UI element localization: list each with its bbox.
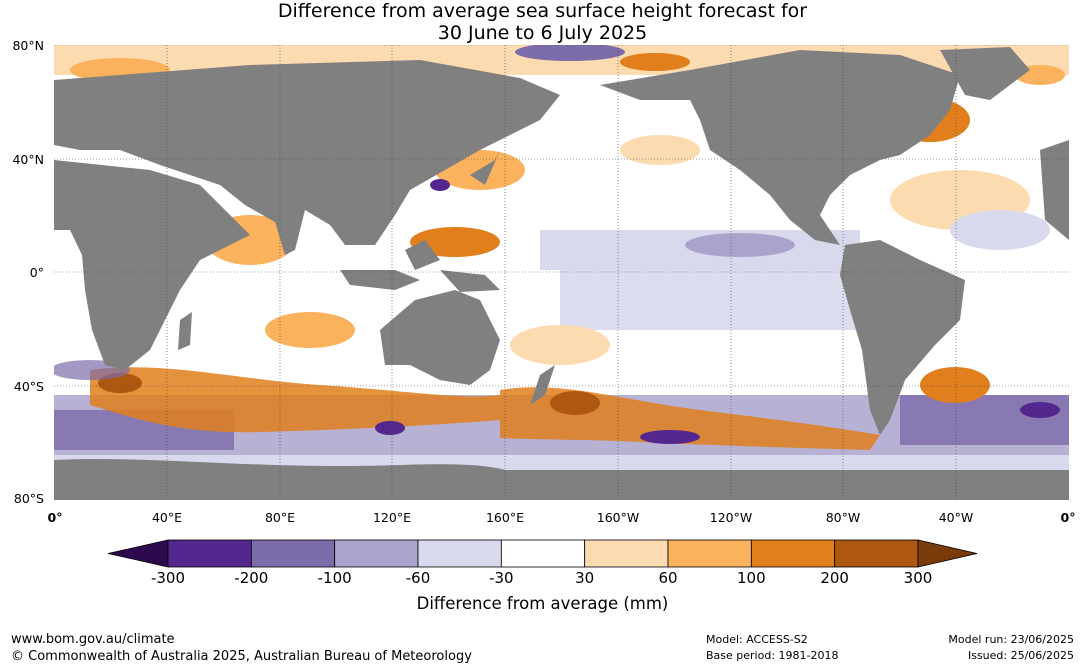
footer-left: www.bom.gov.au/climate © Commonwealth of… bbox=[11, 631, 472, 665]
graticule bbox=[54, 45, 1069, 500]
lon-label-0-west: 0° bbox=[48, 510, 63, 525]
issued-date: Issued: 25/06/2025 bbox=[967, 649, 1074, 662]
colorbar-segment bbox=[334, 539, 419, 568]
colorbar-arrow-low bbox=[107, 539, 169, 568]
colorbar-tick-label: 200 bbox=[820, 569, 849, 587]
colorbar-segment bbox=[417, 539, 502, 568]
base-period: Base period: 1981-2018 bbox=[706, 649, 839, 662]
africa-landmass bbox=[54, 160, 250, 370]
colorbar-segment bbox=[250, 539, 336, 568]
colorbar-tick-label: -30 bbox=[489, 569, 514, 587]
lon-label-40e: 40°E bbox=[152, 510, 182, 525]
colorbar-tick-label: -200 bbox=[234, 569, 268, 587]
colorbar-segment bbox=[500, 539, 586, 568]
colorbar-tick-label: 300 bbox=[904, 569, 933, 587]
colorbar-arrow-high bbox=[917, 539, 978, 568]
colorbar-tick-label: -300 bbox=[151, 569, 185, 587]
map-title: Difference from average sea surface heig… bbox=[0, 0, 1085, 44]
colorbar-tick-label: 100 bbox=[737, 569, 766, 587]
lon-label-120e: 120°E bbox=[373, 510, 411, 525]
colorbar-tick-label: 30 bbox=[575, 569, 594, 587]
lon-label-0-east: 0° bbox=[1061, 510, 1076, 525]
colorbar-tick-label: -100 bbox=[318, 569, 352, 587]
site-link[interactable]: www.bom.gov.au/climate bbox=[11, 632, 175, 647]
footer-model: Model: ACCESS-S2 Base period: 1981-2018 bbox=[706, 632, 838, 664]
north-america-landmass bbox=[600, 50, 960, 245]
colorbar-label: Difference from average (mm) bbox=[416, 594, 669, 613]
eurasia-landmass bbox=[54, 60, 560, 245]
colorbar-segments bbox=[107, 539, 978, 568]
lon-label-80e: 80°E bbox=[265, 510, 295, 525]
colorbar-segment bbox=[667, 539, 752, 568]
model-run-date: Model run: 23/06/2025 bbox=[948, 633, 1074, 646]
colorbar-segment bbox=[167, 539, 252, 568]
lat-label-0: 0° bbox=[30, 265, 44, 280]
lon-label-160e: 160°E bbox=[486, 510, 524, 525]
land-layer bbox=[54, 47, 1069, 500]
colorbar-tick-label: 60 bbox=[658, 569, 677, 587]
lon-label-80w: 80°W bbox=[826, 510, 861, 525]
copyright-text: © Commonwealth of Australia 2025, Austra… bbox=[11, 649, 472, 664]
model-name: Model: ACCESS-S2 bbox=[706, 633, 808, 646]
lat-label-80n: 80°N bbox=[12, 38, 44, 53]
lat-label-40s: 40°S bbox=[14, 379, 44, 394]
footer-dates: Model run: 23/06/2025 Issued: 25/06/2025 bbox=[948, 632, 1074, 664]
colorbar-segment bbox=[750, 539, 836, 568]
australia-landmass bbox=[380, 290, 500, 385]
lon-label-40w: 40°W bbox=[939, 510, 974, 525]
colorbar-segment bbox=[584, 539, 669, 568]
south-america-landmass bbox=[840, 240, 965, 435]
lon-label-120w: 120°W bbox=[710, 510, 752, 525]
lat-label-40n: 40°N bbox=[12, 152, 44, 167]
colorbar-tick-label: -60 bbox=[406, 569, 431, 587]
lon-label-160w: 160°W bbox=[597, 510, 639, 525]
title-line-1: Difference from average sea surface heig… bbox=[277, 0, 808, 22]
title-line-2: 30 June to 6 July 2025 bbox=[437, 22, 648, 44]
colorbar-ticks: -300 -200 -100 -60 -30 30 60 100 200 300 bbox=[151, 569, 932, 587]
lat-label-80s: 80°S bbox=[14, 491, 44, 506]
colorbar-segment bbox=[834, 539, 919, 568]
